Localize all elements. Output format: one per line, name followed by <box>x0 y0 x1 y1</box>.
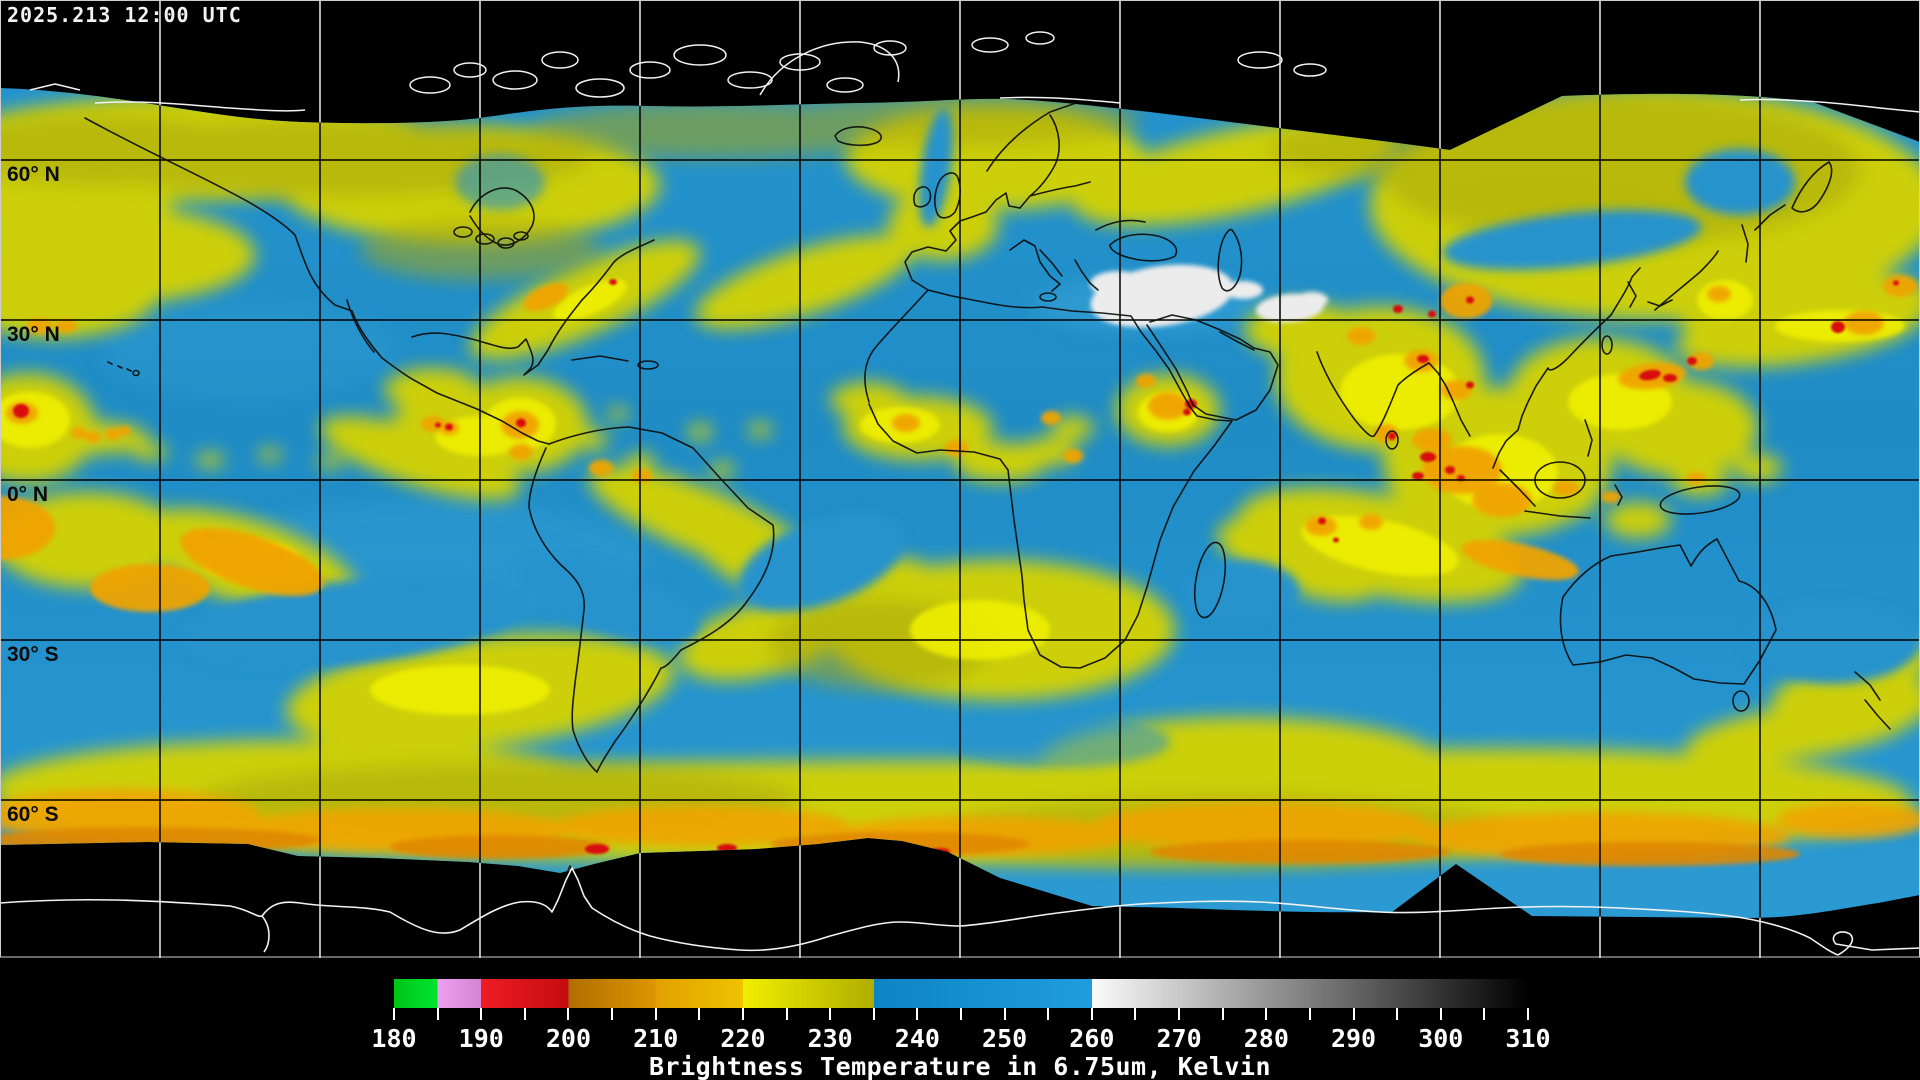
colorbar-tick <box>480 1008 483 1020</box>
colorbar-tick <box>611 1008 614 1020</box>
colorbar-tick <box>1047 1008 1050 1020</box>
grid-lines-data <box>0 0 1920 958</box>
colorbar-tick <box>785 1008 788 1020</box>
colorbar-tick-label: 220 <box>720 1024 766 1053</box>
colorbar-tick <box>654 1008 657 1020</box>
latitude-labels: 60° N 30° N 0° N 30° S 60° S <box>7 163 60 826</box>
lat-label-60n: 60° N <box>7 163 60 186</box>
world-brightness-temperature-map: 60° N 30° N 0° N 30° S 60° S <box>0 0 1920 958</box>
colorbar-tick <box>960 1008 962 1020</box>
colorbar-tick <box>1134 1008 1137 1020</box>
colorbar-tick <box>916 1008 919 1020</box>
colorbar-tick <box>436 1008 439 1020</box>
colorbar-tick <box>1352 1008 1355 1020</box>
colorbar-tick <box>1308 1008 1311 1020</box>
colorbar-tick <box>567 1008 570 1020</box>
colorbar-gradient <box>394 979 1528 1008</box>
colorbar-tick-label: 200 <box>545 1024 592 1053</box>
colorbar-tick-label: 230 <box>807 1024 853 1053</box>
colorbar-ticks <box>393 1008 1529 1021</box>
lat-label-30s: 30° S <box>7 643 59 666</box>
lat-label-30n: 30° N <box>7 323 60 346</box>
warm-dry-white-patch <box>1090 264 1328 328</box>
colorbar-tick <box>1178 1008 1181 1020</box>
colorbar-tick <box>872 1008 875 1020</box>
colorbar-tick <box>393 1008 395 1020</box>
colorbar-tick <box>1439 1008 1442 1020</box>
cloud-layer-orange <box>0 275 1917 612</box>
colorbar-tick <box>741 1008 744 1020</box>
arctic-coastlines <box>29 31 1920 113</box>
colorbar-tick <box>1221 1008 1224 1020</box>
colorbar-tick <box>1090 1008 1093 1020</box>
colorbar-tick-label: 260 <box>1069 1024 1115 1053</box>
colorbar-tick-label: 270 <box>1156 1024 1202 1053</box>
colorbar-tick-label: 300 <box>1418 1024 1464 1053</box>
colorbar-tick-label: 280 <box>1243 1024 1289 1053</box>
colorbar-tick <box>523 1008 526 1020</box>
colorbar-tick-label: 290 <box>1330 1024 1377 1053</box>
colorbar-tick-label: 190 <box>458 1024 504 1053</box>
colorbar-tick-labels: 180 190 200 210 220 230 240 250 260 270 280 290 300 3… <box>371 1024 1550 1053</box>
antarctica-coastline <box>0 867 1920 956</box>
colorbar-tick-label: 180 <box>371 1024 417 1053</box>
colorbar-footer: 180 190 200 210 220 230 240 250 260 270 280 290 300 3… <box>0 958 1920 1080</box>
cloud-gaps-blue <box>177 108 1920 768</box>
lat-label-0n: 0° N <box>7 483 48 506</box>
colorbar-tick-label: 240 <box>894 1024 940 1053</box>
colorbar-tick-label: 210 <box>633 1024 679 1053</box>
lat-label-60s: 60° S <box>7 803 59 826</box>
colorbar-tick <box>1003 1008 1006 1020</box>
colorbar-tick <box>1527 1008 1529 1020</box>
colorbar-tick <box>1265 1008 1268 1020</box>
colorbar-tick <box>1483 1008 1486 1020</box>
colorbar-tick <box>829 1008 832 1020</box>
colorbar-tick <box>1396 1008 1399 1020</box>
colorbar-tick-label: 310 <box>1505 1024 1551 1053</box>
data-region <box>0 0 1920 958</box>
colorbar-tick <box>698 1008 701 1020</box>
colorbar-caption: Brightness Temperature in 6.75um, Kelvin <box>648 1052 1272 1080</box>
colorbar-tick-label: 250 <box>982 1024 1028 1053</box>
timestamp-label: 2025.213 12:00 UTC <box>7 3 242 27</box>
